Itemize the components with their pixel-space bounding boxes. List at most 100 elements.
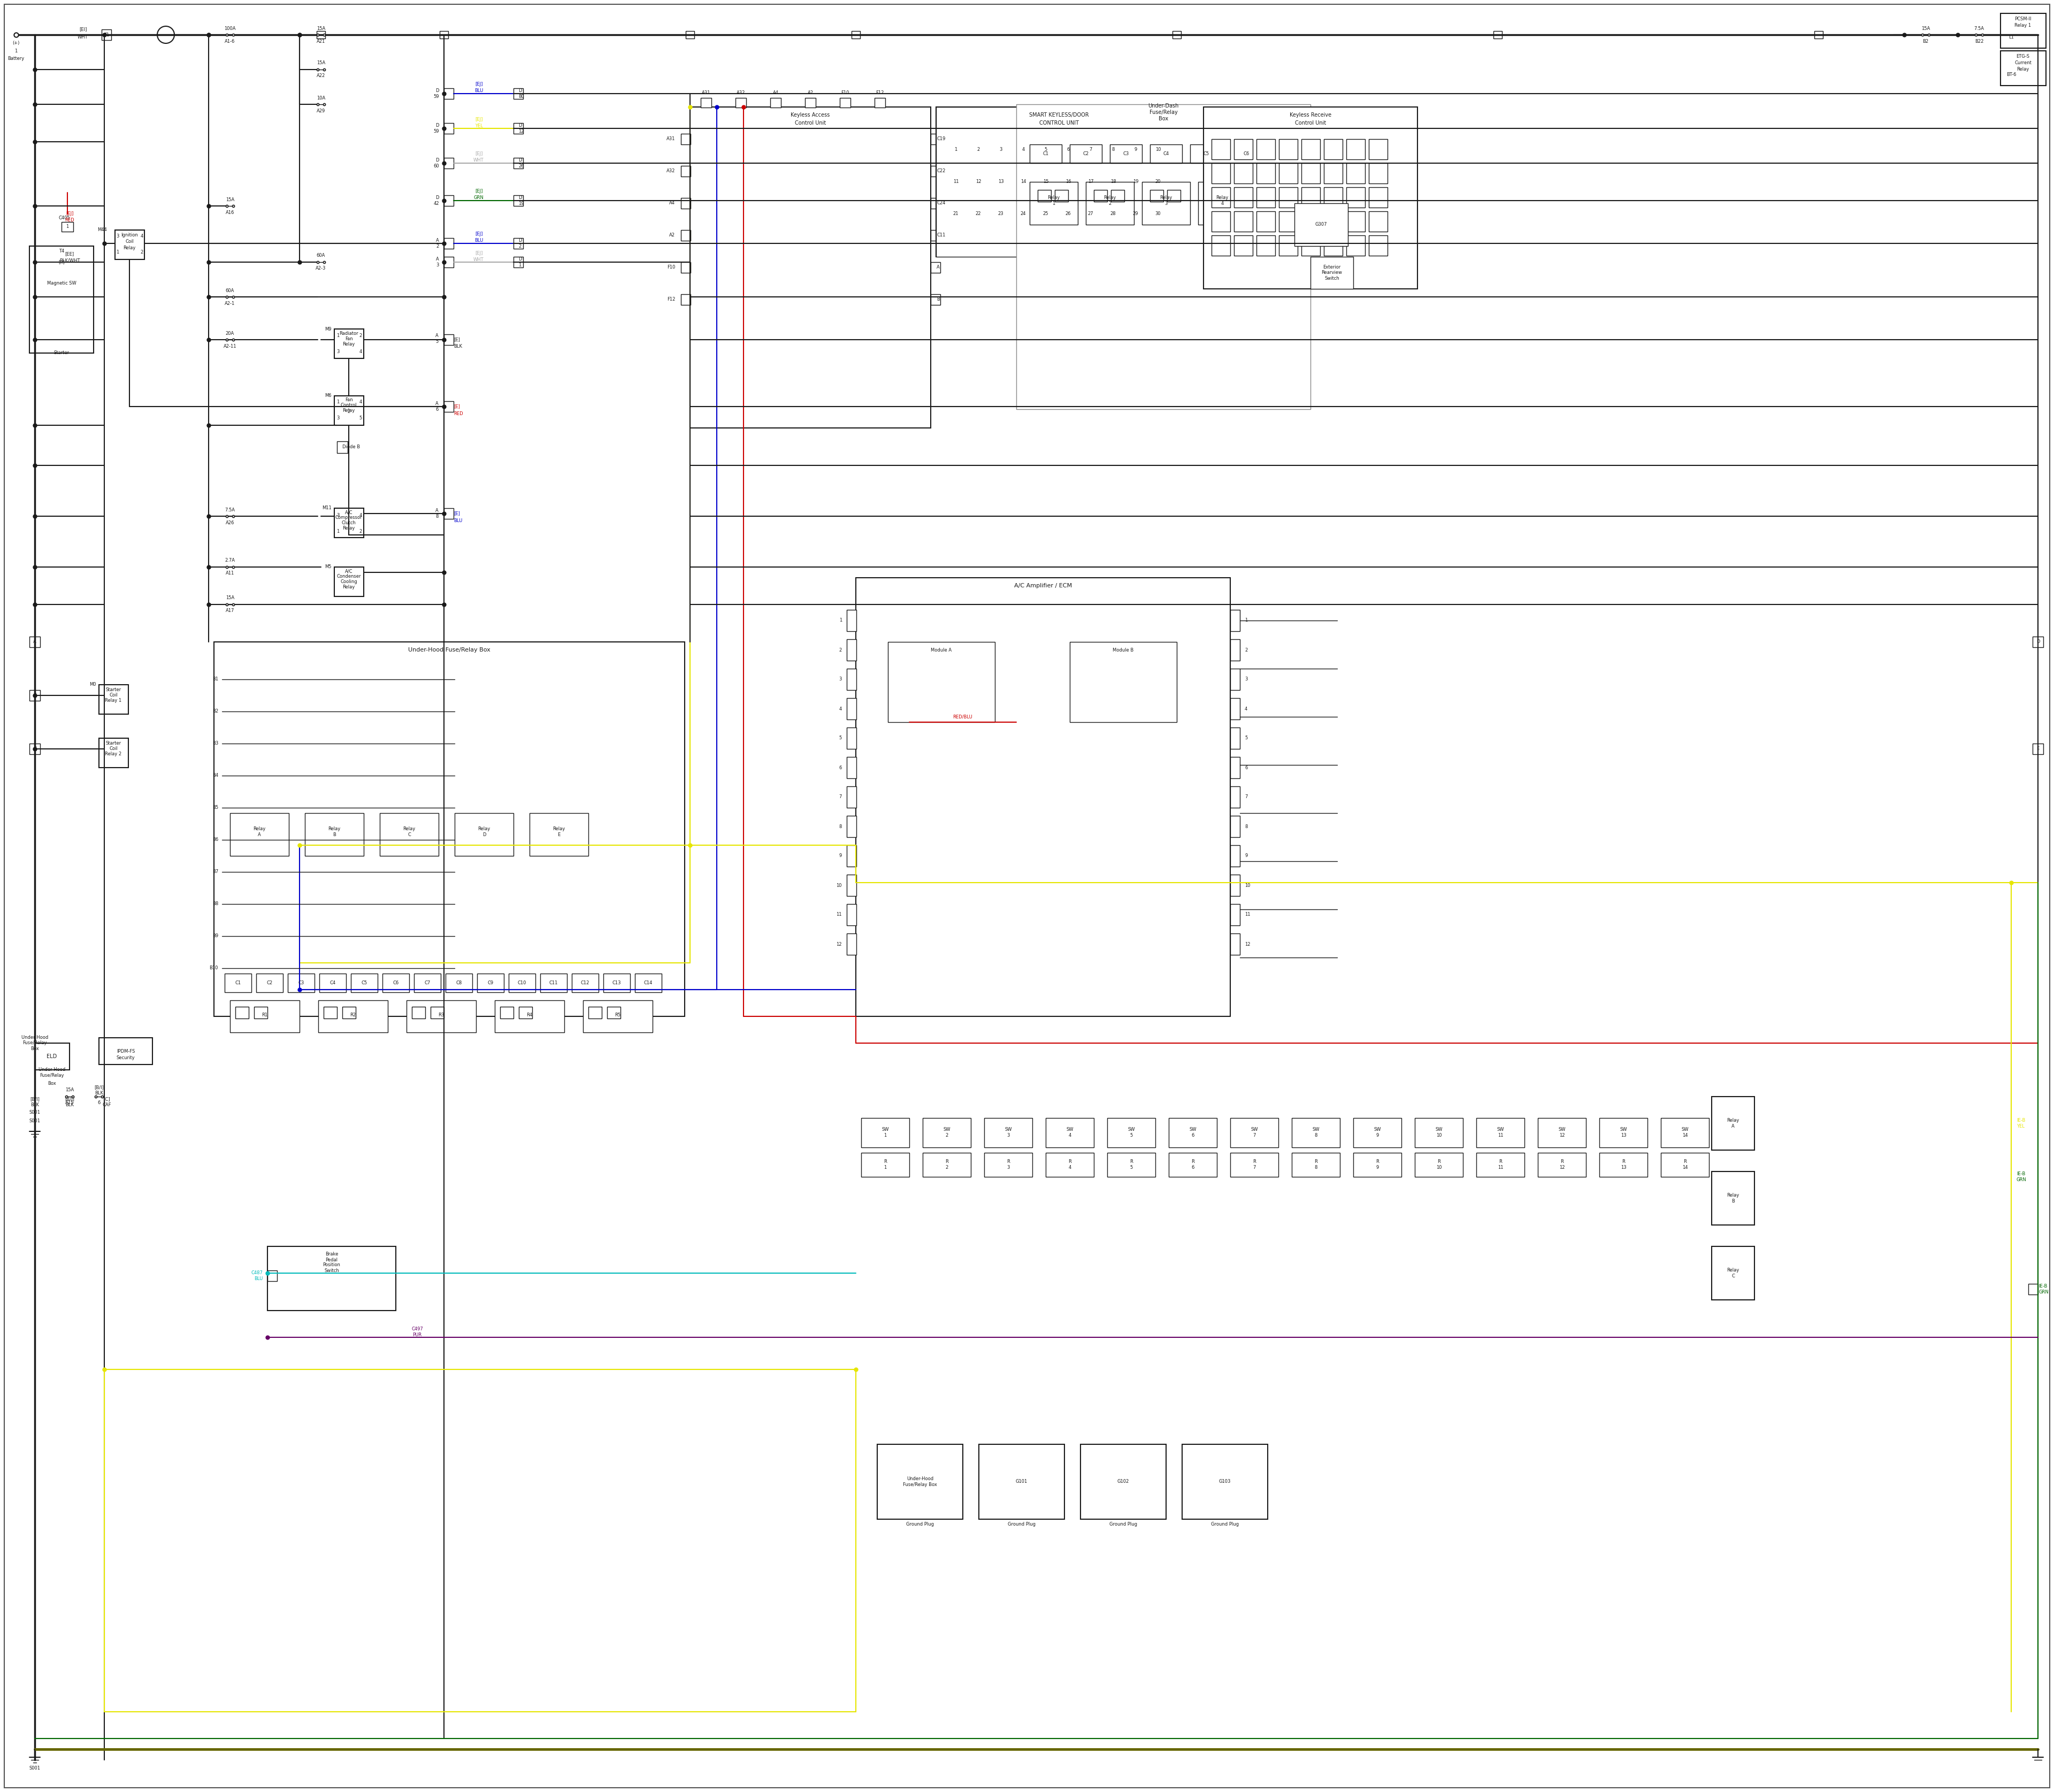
Bar — [1167, 190, 1181, 202]
Bar — [1234, 235, 1253, 256]
Text: 4: 4 — [840, 706, 842, 711]
Bar — [930, 229, 941, 240]
Text: A31: A31 — [702, 91, 711, 95]
Text: 8: 8 — [838, 824, 842, 830]
Bar — [1017, 104, 1310, 409]
Bar — [1173, 30, 1181, 38]
Bar — [230, 814, 290, 857]
Text: Box: Box — [47, 1081, 55, 1086]
Bar — [1230, 728, 1241, 749]
Bar — [846, 934, 857, 955]
Text: 6: 6 — [97, 1100, 101, 1106]
Text: [EJ]: [EJ] — [66, 211, 74, 217]
Text: Relay: Relay — [343, 342, 355, 346]
Text: SW
10: SW 10 — [1436, 1127, 1442, 1138]
Bar — [495, 1000, 565, 1032]
Text: Starter: Starter — [105, 742, 121, 745]
Bar — [1538, 1118, 1586, 1147]
Text: 13: 13 — [998, 179, 1004, 185]
Text: R2: R2 — [349, 1012, 355, 1018]
Bar — [1415, 1152, 1462, 1177]
Text: SW
7: SW 7 — [1251, 1127, 1257, 1138]
Text: WHT: WHT — [474, 256, 485, 262]
Bar — [1082, 172, 1099, 192]
Text: Keyless Access: Keyless Access — [791, 113, 830, 118]
Bar — [540, 973, 567, 993]
Text: 11: 11 — [1245, 912, 1251, 918]
Text: A
8: A 8 — [435, 509, 440, 518]
Text: Cooling: Cooling — [341, 579, 357, 584]
Bar — [1224, 190, 1237, 202]
Text: C7: C7 — [425, 980, 431, 986]
Bar — [947, 172, 965, 192]
Text: Relay 1: Relay 1 — [105, 699, 121, 702]
Text: 6: 6 — [1245, 765, 1247, 771]
Text: 15A: 15A — [316, 61, 325, 66]
Text: Magnetic SW: Magnetic SW — [47, 281, 76, 287]
Bar — [608, 1007, 620, 1018]
Text: R
8: R 8 — [1315, 1159, 1317, 1170]
Text: BLU: BLU — [474, 88, 483, 93]
Text: E: E — [2038, 747, 2040, 751]
Text: D
26: D 26 — [518, 158, 524, 168]
Text: BLK/WHT: BLK/WHT — [60, 258, 80, 263]
Text: 1: 1 — [66, 224, 68, 229]
Text: ETG-S: ETG-S — [2017, 54, 2029, 59]
Bar — [1302, 186, 1321, 208]
Bar — [1029, 145, 1062, 163]
Text: 7.5A: 7.5A — [1974, 25, 1984, 30]
Bar — [520, 1007, 532, 1018]
Text: B2: B2 — [1923, 39, 1929, 43]
Text: Battery: Battery — [8, 56, 25, 61]
Text: BLK: BLK — [454, 344, 462, 349]
Bar — [1197, 181, 1247, 224]
Text: C24: C24 — [937, 201, 945, 206]
Bar — [318, 973, 345, 993]
Text: 1: 1 — [14, 48, 16, 54]
Text: IPDM-FS: IPDM-FS — [117, 1048, 136, 1054]
Text: [B/I]
BLK: [B/I] BLK — [31, 1097, 39, 1107]
Bar — [337, 441, 347, 453]
Text: 11: 11 — [953, 179, 959, 185]
Bar — [1082, 140, 1099, 161]
Text: M5: M5 — [325, 564, 331, 570]
Bar — [840, 99, 850, 108]
Bar — [1169, 1118, 1216, 1147]
Text: [EJ]: [EJ] — [474, 251, 483, 256]
Text: S001: S001 — [29, 1765, 41, 1770]
Text: D
12: D 12 — [518, 124, 524, 134]
Text: C4: C4 — [331, 980, 335, 986]
Text: R
5: R 5 — [1130, 1159, 1134, 1170]
Text: 7: 7 — [1245, 794, 1247, 799]
Text: A32: A32 — [737, 91, 746, 95]
Bar — [980, 1444, 1064, 1520]
Text: 24: 24 — [1021, 211, 1027, 217]
Text: 1: 1 — [117, 251, 119, 254]
Text: C6: C6 — [392, 980, 398, 986]
Text: A32: A32 — [665, 168, 676, 174]
Text: Ground Plug: Ground Plug — [1109, 1521, 1138, 1527]
Bar — [2033, 744, 2044, 754]
Text: T4: T4 — [60, 249, 64, 254]
Bar — [984, 1152, 1033, 1177]
Text: F10: F10 — [668, 265, 676, 271]
Text: B9: B9 — [212, 934, 218, 939]
Text: Position
Switch: Position Switch — [322, 1263, 341, 1272]
Text: 21: 21 — [953, 211, 959, 217]
Text: 15A: 15A — [316, 25, 325, 30]
Bar — [1292, 1118, 1339, 1147]
Text: A16: A16 — [226, 210, 234, 215]
Bar — [1189, 145, 1222, 163]
Bar — [887, 642, 994, 722]
Bar — [1150, 145, 1183, 163]
Bar — [1538, 1152, 1586, 1177]
Text: Exterior
Rearview
Switch: Exterior Rearview Switch — [1321, 265, 1341, 281]
Bar — [351, 973, 378, 993]
Text: R3: R3 — [438, 1012, 444, 1018]
Text: Ignition: Ignition — [121, 233, 138, 238]
Bar — [1150, 190, 1163, 202]
Text: Starter: Starter — [53, 351, 70, 355]
Bar — [1354, 1152, 1401, 1177]
Bar — [1368, 211, 1389, 231]
Bar — [861, 1118, 910, 1147]
